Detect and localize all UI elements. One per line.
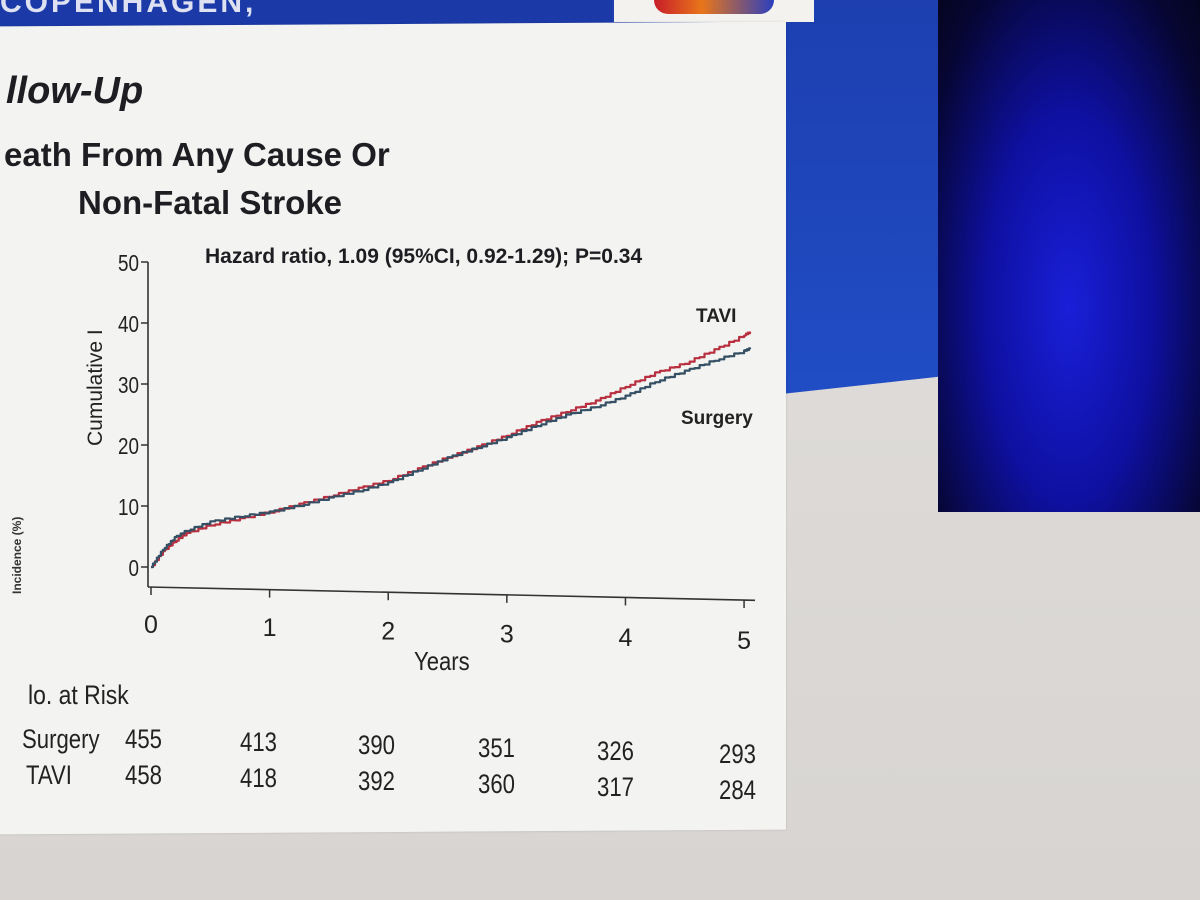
surgery-curve <box>151 347 752 569</box>
at-risk-row-label: Surgery <box>22 724 100 754</box>
chart-subtitle-line1: eath From Any Cause Or <box>4 136 390 173</box>
at-risk-cell: 413 <box>240 727 277 757</box>
header-text: COPENHAGEN, <box>0 0 257 19</box>
x-tick-label: 3 <box>500 621 514 649</box>
at-risk-cell: 284 <box>719 775 756 805</box>
at-risk-title: lo. at Risk <box>28 680 129 710</box>
at-risk-cell: 455 <box>125 724 162 754</box>
y-tick-label: 50 <box>118 251 139 276</box>
at-risk-cell: 317 <box>597 772 634 802</box>
side-screen <box>938 0 1200 512</box>
conference-logo <box>614 0 814 22</box>
at-risk-cell: 392 <box>358 766 395 796</box>
tavi-series-label: TAVI <box>696 306 736 327</box>
x-tick-label: 0 <box>144 611 158 639</box>
y-tick-label: 10 <box>118 495 139 520</box>
y-tick-label: 0 <box>129 556 139 581</box>
at-risk-cell: 458 <box>125 760 162 790</box>
y-tick-label: 30 <box>118 373 139 398</box>
hazard-ratio-note: Hazard ratio, 1.09 (95%CI, 0.92-1.29); P… <box>205 245 643 268</box>
x-tick-label: 4 <box>619 624 633 652</box>
x-axis-line <box>147 586 756 602</box>
at-risk-cell: 293 <box>719 739 756 769</box>
at-risk-cell: 418 <box>240 763 277 793</box>
at-risk-cell: 360 <box>478 769 515 799</box>
at-risk-cell: 326 <box>597 736 634 766</box>
surgery-series-label: Surgery <box>681 408 753 429</box>
chart-subtitle-line2: Non-Fatal Stroke <box>78 184 343 221</box>
at-risk-cell: 390 <box>358 730 395 760</box>
x-tick-label: 2 <box>381 617 395 645</box>
logo-mark <box>654 0 774 14</box>
x-axis-label: Years <box>414 646 470 676</box>
y-tick-label: 20 <box>118 434 139 459</box>
at-risk-row-label: TAVI <box>26 760 72 790</box>
at-risk-cell: 351 <box>478 733 515 763</box>
x-tick-label: 1 <box>263 614 277 642</box>
tavi-curve <box>151 331 752 569</box>
y-tick-label: 40 <box>118 312 139 337</box>
slide-title: llow-Up <box>6 70 144 112</box>
x-tick-label: 5 <box>737 627 751 655</box>
